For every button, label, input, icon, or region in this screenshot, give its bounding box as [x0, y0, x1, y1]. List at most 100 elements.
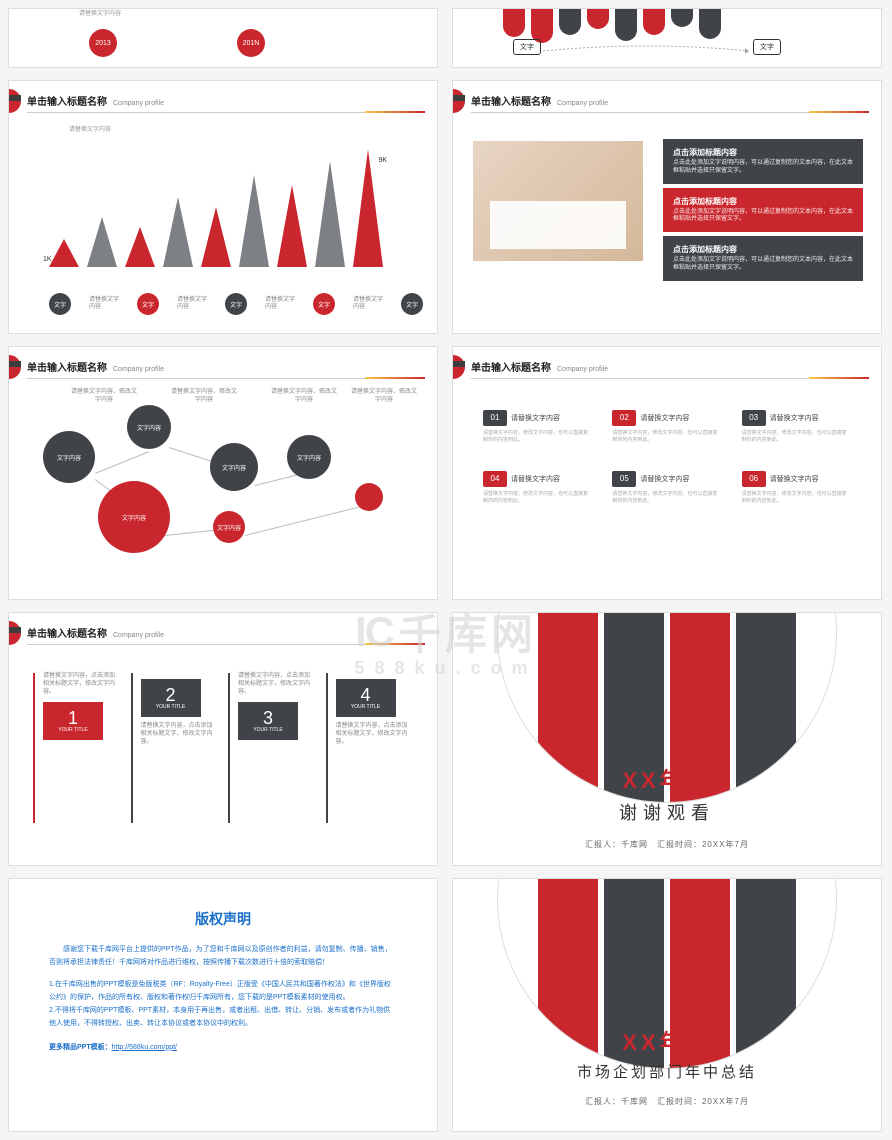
item-title: 请替换文字内容 [640, 415, 689, 422]
number-block: 3YOUR TITLE [238, 702, 298, 740]
grid-item: 06 请替换文字内容请替换文字内容，修改文字内容，也可以直接复制你的内容到此。 [742, 468, 851, 505]
col-text: 请替换文字内容，点击添加相关标题文字，修改文字内容。 [336, 723, 408, 746]
info-bars: 点击添加标题内容点击此处添加文字说明内容，可以通过复制您的文本内容，在此文本框粘… [663, 139, 863, 281]
triangle-bar [239, 175, 269, 267]
triangle-bar [315, 161, 345, 267]
block-row: 请替换文字内容，点击添加相关标题文字，修改文字内容。 1YOUR TITLE 2YO… [33, 673, 413, 823]
copyright-title: 版权声明 [49, 909, 397, 929]
block-col: 4YOUR TITLE 请替换文字内容，点击添加相关标题文字，修改文字内容。 [326, 673, 414, 823]
triangle-bar [353, 149, 383, 267]
s2-btn-left: 文字 [513, 39, 541, 55]
slide-bubble-diagram: 单击输入标题名称Company profile 请替换文字内容，修改文字内容 请… [8, 346, 438, 600]
block-col: 请替换文字内容，点击添加相关标题文字，修改文字内容。 1YOUR TITLE [33, 673, 121, 823]
triangle-bar [277, 185, 307, 267]
item-body: 请替换文字内容，修改文字内容，也可以直接复制你的内容到此。 [483, 491, 592, 505]
bubble-area: 文字内容文字内容文字内容文字内容文字内容文字内容 [39, 387, 417, 579]
item-body: 请替换文字内容，修改文字内容，也可以直接复制你的内容到此。 [612, 430, 721, 444]
item-number: 01 [483, 410, 507, 426]
item-body: 请替换文字内容，修改文字内容，也可以直接复制你的内容到此。 [483, 430, 592, 444]
legend-dot: 文字 [313, 293, 335, 315]
copyright-p1: 感谢您下载千库网平台上提供的PPT作品，为了您和千库网以及原创作者的利益，请勿复… [49, 943, 397, 970]
corner-ornament [8, 355, 21, 379]
slide-copyright: 版权声明 感谢您下载千库网平台上提供的PPT作品，为了您和千库网以及原创作者的利… [8, 878, 438, 1132]
bubble-node: 文字内容 [43, 431, 95, 483]
slide-subtitle: Company profile [557, 366, 608, 373]
slide-triangle-chart: 单击输入标题名称Company profile 请替换文字内容 1K 9K 文字… [8, 80, 438, 334]
slide-title: 单击输入标题名称 [27, 625, 107, 640]
slide-title: 单击输入标题名称 [27, 359, 107, 374]
col-text: 请替换文字内容，点击添加相关标题文字，修改文字内容。 [43, 673, 115, 696]
corner-ornament [8, 89, 21, 113]
ppt-link[interactable]: http://588ku.com/ppt/ [112, 1044, 177, 1051]
slide-1-partial: 请替换文字内容 2013 201N [8, 8, 438, 68]
bubble-node: 文字内容 [127, 405, 171, 449]
pill [643, 8, 665, 35]
item-title: 请替换文字内容 [770, 415, 819, 422]
item-number: 04 [483, 471, 507, 487]
number-block: 1YOUR TITLE [43, 702, 103, 740]
meeting-photo-placeholder [473, 141, 643, 261]
item-title: 请替换文字内容 [770, 476, 819, 483]
pill [615, 8, 637, 41]
triangle-chart-area: 1K 9K [49, 163, 407, 303]
slide-thanks: XX年度 谢谢观看 汇报人：千库网 汇报时间：20XX年7月 [452, 612, 882, 866]
legend-label: 请替换文字内容 [353, 297, 383, 310]
pill [531, 8, 553, 43]
bubble-node [355, 483, 383, 511]
info-bar: 点击添加标题内容点击此处添加文字说明内容，可以通过复制您的文本内容，在此文本框粘… [663, 139, 863, 184]
grid-item: 05请替换文字内容请替换文字内容，修改文字内容，也可以直接复制你的内容到此。 [612, 468, 721, 505]
bubble-node: 文字内容 [287, 435, 331, 479]
grid-item: 02 请替换文字内容请替换文字内容，修改文字内容，也可以直接复制你的内容到此。 [612, 407, 721, 444]
number-block: 4YOUR TITLE [336, 679, 396, 717]
copyright-p2: 1.在千库网出售的PPT模板是免版税类（RF：Royalty-Free）正版受《… [49, 978, 397, 1005]
info-bar: 点击添加标题内容点击此处添加文字说明内容，可以通过复制您的文本内容，在此文本框粘… [663, 188, 863, 233]
pill [671, 8, 693, 27]
year-badge-2: 201N [237, 29, 265, 57]
item-number: 06 [742, 471, 766, 487]
copyright-p3: 2.不得将千库网的PPT模板、PPT素材，本身用于再出售，或者出租、出借、转让、… [49, 1004, 397, 1031]
slide-2-partial: 文字 文字 [452, 8, 882, 68]
col-text: 请替换文字内容，点击添加相关标题文字，修改文字内容。 [141, 723, 213, 746]
slide-image-bars: 单击输入标题名称Company profile 点击添加标题内容点击此处添加文字… [452, 80, 882, 334]
bubble-node: 文字内容 [213, 511, 245, 543]
corner-ornament [8, 621, 21, 645]
item-title: 请替换文字内容 [511, 415, 560, 422]
item-number: 02 [612, 410, 636, 426]
legend-label: 请替换文字内容 [265, 297, 295, 310]
number-block: 2YOUR TITLE [141, 679, 201, 717]
slide-title: 单击输入标题名称 [471, 359, 551, 374]
triangle-bar [125, 227, 155, 267]
slide-cover: XX年度 市场企划部门年中总结 汇报人：千库网 汇报时间：20XX年7月 [452, 878, 882, 1132]
col-text: 请替换文字内容，点击添加相关标题文字，修改文字内容。 [238, 673, 310, 696]
item-number: 03 [742, 410, 766, 426]
bar-body: 点击此处添加文字说明内容，可以通过复制您的文本内容，在此文本框粘贴并选择只保留文… [673, 209, 853, 225]
slide-grid: 请替换文字内容 2013 201N 文字 文字 单击输入标题名称Company … [0, 0, 892, 1140]
legend-label: 请替换文字内容 [89, 297, 119, 310]
slide-numbered-grid: 单击输入标题名称Company profile 01请替换文字内容请替换文字内容… [452, 346, 882, 600]
legend-label: 请替换文字内容 [177, 297, 207, 310]
connector-line [245, 504, 369, 536]
item-body: 请替换文字内容，修改文字内容，也可以直接复制你的内容到此。 [742, 491, 851, 505]
number-grid: 01请替换文字内容请替换文字内容，修改文字内容，也可以直接复制你的内容到此。02… [483, 407, 851, 505]
pill [699, 8, 721, 39]
chart-legend-dots: 文字请替换文字内容文字请替换文字内容文字请替换文字内容文字请替换文字内容文字请替… [49, 293, 438, 315]
item-body: 请替换文字内容，修改文字内容，也可以直接复制你的内容到此。 [612, 491, 721, 505]
block-col: 2YOUR TITLE 请替换文字内容，点击添加相关标题文字，修改文字内容。 [131, 673, 219, 823]
triangle-bar [49, 239, 79, 267]
item-title: 请替换文字内容 [640, 476, 689, 483]
pill [559, 8, 581, 35]
bubble-node: 文字内容 [98, 481, 170, 553]
item-body: 请替换文字内容，修改文字内容，也可以直接复制你的内容到此。 [742, 430, 851, 444]
triangle-bar [87, 217, 117, 267]
bar-body: 点击此处添加文字说明内容，可以通过复制您的文本内容，在此文本框粘贴并选择只保留文… [673, 257, 853, 273]
legend-dot: 文字 [225, 293, 247, 315]
slide-title: 单击输入标题名称 [471, 93, 551, 108]
slide-subtitle: Company profile [113, 632, 164, 639]
legend-dot: 文字 [137, 293, 159, 315]
slide-title: 单击输入标题名称 [27, 93, 107, 108]
more-label: 更多精品PPT模板： [49, 1044, 112, 1051]
year-badge-1: 2013 [89, 29, 117, 57]
grid-item: 01 请替换文字内容请替换文字内容，修改文字内容，也可以直接复制你的内容到此。 [483, 407, 592, 444]
item-title: 请替换文字内容 [511, 476, 560, 483]
grid-item: 03 请替换文字内容请替换文字内容，修改文字内容，也可以直接复制你的内容到此。 [742, 407, 851, 444]
